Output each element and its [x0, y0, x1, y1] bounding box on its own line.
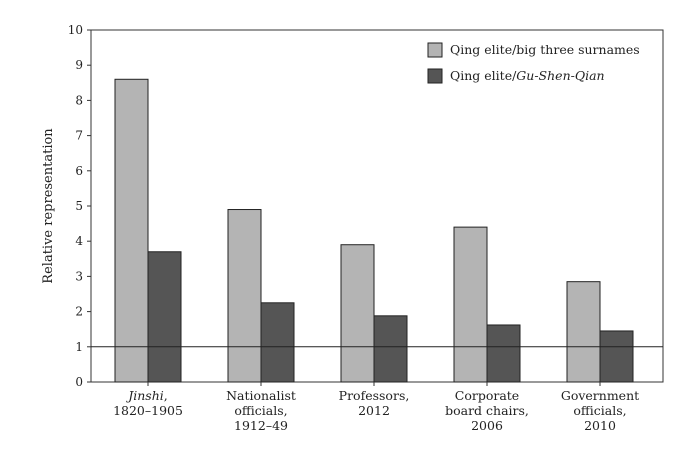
bar-gu-shen-qian-2 [373, 315, 408, 383]
y-tick-label: 3 [75, 269, 83, 283]
x-category-label-line: Nationalist [226, 388, 296, 403]
x-category-label-line: 1912–49 [234, 418, 288, 433]
bar-gu-shen-qian-0 [147, 251, 182, 383]
x-category-label-line: 2012 [358, 403, 390, 418]
bar-big-three-1 [227, 209, 262, 383]
bar-gu-shen-qian-1 [260, 302, 295, 383]
bar-big-three-2 [340, 244, 375, 383]
bar-gu-shen-qian-3 [486, 324, 521, 383]
x-category-label-italic: Jinshi [125, 388, 164, 403]
bar-big-three-0 [114, 78, 149, 383]
x-category-label-line: board chairs, [445, 403, 529, 418]
y-tick-label: 1 [75, 340, 83, 354]
legend-label-plain: Qing elite/big three surnames [450, 42, 640, 57]
x-category-label: Nationalist officials, 1912–49 [226, 388, 296, 433]
legend-label-0: Qing elite/big three surnames [450, 42, 640, 57]
x-category-label-line: Government [561, 388, 639, 403]
legend-swatch-0 [427, 42, 443, 58]
x-category-label: Government officials, 2010 [561, 388, 639, 433]
x-category-label-line: Corporate [455, 388, 519, 403]
y-tick-label: 9 [75, 58, 83, 72]
y-tick-label: 6 [75, 164, 83, 178]
y-tick-label: 7 [75, 129, 83, 143]
plot-area: 0 1 2 3 4 5 6 7 8 9 10 Relative representation Jinsh… [41, 23, 664, 433]
bar-gu-shen-qian-4 [599, 330, 634, 383]
y-tick-label: 2 [75, 305, 83, 319]
x-category-label-line: officials, [573, 403, 626, 418]
x-category-label-line: 2006 [471, 418, 503, 433]
x-category-label-line: Professors, [339, 388, 410, 403]
y-tick-label: 5 [75, 199, 83, 213]
x-category-label: Corporate board chairs, 2006 [445, 388, 529, 433]
x-category-label: Professors, 2012 [339, 388, 410, 418]
x-category-label-line: Jinshi, [125, 388, 168, 403]
x-category-label-line: officials, [234, 403, 287, 418]
legend-label-1: Qing elite/Gu-Shen-Qian [450, 68, 605, 83]
x-category-label-rest: , [164, 388, 168, 403]
bar-big-three-4 [566, 281, 601, 383]
bar-big-three-3 [453, 226, 488, 383]
y-tick-label: 4 [75, 234, 83, 248]
legend-label-plain: Qing elite/ [450, 68, 517, 83]
legend-label-italic: Gu-Shen-Qian [516, 68, 604, 83]
y-tick-label: 10 [68, 23, 83, 37]
y-tick-label: 0 [75, 375, 83, 389]
y-axis-title: Relative representation [41, 128, 56, 284]
legend-swatch-1 [427, 68, 443, 84]
x-category-label: Jinshi, 1820–1905 [113, 388, 183, 418]
x-category-label-line: 2010 [584, 418, 616, 433]
x-category-label-line: 1820–1905 [113, 403, 183, 418]
y-tick-label: 8 [75, 93, 83, 107]
